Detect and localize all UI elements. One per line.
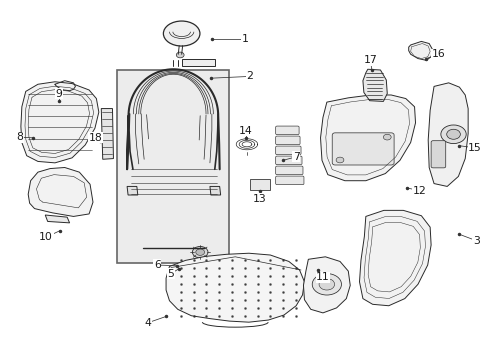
FancyBboxPatch shape	[250, 179, 270, 190]
FancyBboxPatch shape	[276, 126, 299, 135]
Polygon shape	[363, 69, 387, 102]
Text: 15: 15	[468, 143, 482, 153]
Text: 10: 10	[39, 232, 53, 242]
FancyBboxPatch shape	[276, 176, 304, 185]
Text: 7: 7	[293, 152, 299, 162]
Polygon shape	[101, 109, 114, 159]
FancyBboxPatch shape	[332, 133, 394, 165]
Text: 14: 14	[239, 126, 253, 136]
Circle shape	[196, 249, 204, 255]
Polygon shape	[428, 83, 468, 186]
Text: 12: 12	[413, 186, 426, 196]
Polygon shape	[409, 41, 433, 60]
Polygon shape	[360, 210, 431, 306]
Text: 5: 5	[168, 269, 174, 279]
Polygon shape	[127, 186, 138, 195]
Circle shape	[312, 274, 342, 295]
Polygon shape	[166, 253, 304, 322]
FancyBboxPatch shape	[431, 141, 446, 168]
FancyBboxPatch shape	[276, 146, 301, 155]
Text: 11: 11	[316, 272, 330, 282]
Text: 9: 9	[55, 89, 62, 99]
Ellipse shape	[163, 21, 200, 46]
Text: 17: 17	[364, 55, 378, 65]
Polygon shape	[45, 215, 70, 223]
FancyBboxPatch shape	[276, 136, 300, 145]
Circle shape	[441, 125, 466, 144]
FancyBboxPatch shape	[117, 70, 229, 263]
Text: 1: 1	[242, 34, 248, 44]
Circle shape	[336, 157, 344, 163]
Polygon shape	[21, 82, 99, 163]
Circle shape	[193, 247, 208, 258]
FancyBboxPatch shape	[276, 156, 302, 165]
FancyBboxPatch shape	[276, 166, 303, 175]
Text: 8: 8	[17, 132, 24, 142]
Text: 6: 6	[154, 260, 161, 270]
Polygon shape	[28, 167, 93, 216]
FancyBboxPatch shape	[182, 59, 215, 66]
Circle shape	[383, 134, 391, 140]
Text: 3: 3	[473, 236, 480, 246]
Polygon shape	[210, 186, 220, 195]
Text: 2: 2	[246, 71, 253, 81]
Polygon shape	[320, 95, 416, 181]
Text: 16: 16	[432, 49, 446, 59]
Text: 4: 4	[144, 318, 151, 328]
Polygon shape	[303, 257, 350, 313]
Text: 18: 18	[89, 133, 102, 143]
Circle shape	[319, 279, 335, 290]
Circle shape	[447, 129, 460, 139]
Text: 13: 13	[253, 194, 267, 203]
Circle shape	[176, 52, 184, 58]
